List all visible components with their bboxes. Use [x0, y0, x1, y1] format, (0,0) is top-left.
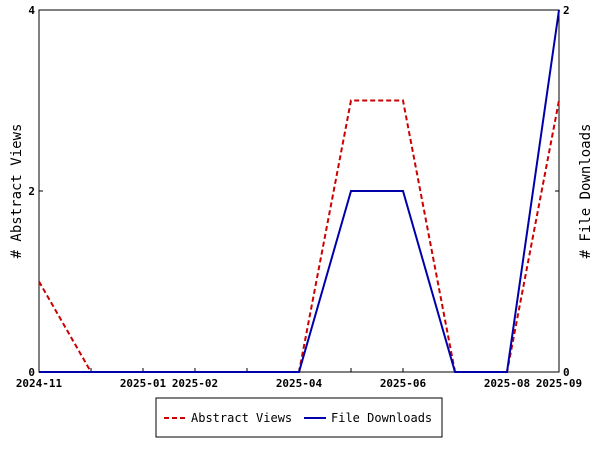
- x-tick-label: 2025-02: [172, 377, 218, 390]
- x-tick-label: 2024-11: [16, 377, 63, 390]
- legend-box: [155, 397, 443, 438]
- x-tick-label: 2025-09: [536, 377, 582, 390]
- y-axis-right-title: # File Downloads: [578, 124, 594, 259]
- legend-label-abstract-views: Abstract Views: [191, 411, 292, 425]
- x-tick-label: 2025-04: [276, 377, 323, 390]
- y-right-tick-label: 0: [563, 366, 570, 379]
- y-left-tick-label: 0: [28, 366, 35, 379]
- x-tick-label: 2025-08: [484, 377, 530, 390]
- y-left-tick-label: 2: [28, 185, 35, 198]
- legend-label-file-downloads: File Downloads: [331, 411, 432, 425]
- plot-area: [38, 9, 560, 373]
- y-right-tick-label: 2: [563, 4, 570, 17]
- y-axis-left-title: # Abstract Views: [9, 124, 25, 259]
- x-tick-label: 2025-01: [120, 377, 167, 390]
- y-left-tick-label: 4: [28, 4, 35, 17]
- series-lines: [38, 9, 560, 373]
- legend: Abstract Views File Downloads: [155, 397, 443, 438]
- x-tick-label: 2025-06: [380, 377, 427, 390]
